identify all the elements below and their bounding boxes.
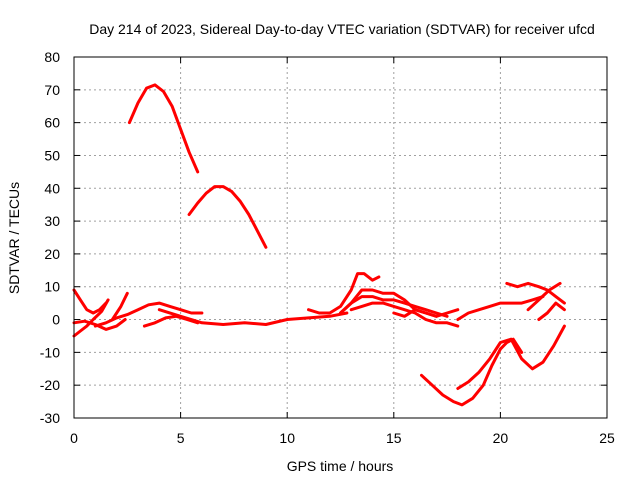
series-late-2 xyxy=(526,281,562,312)
y-tick-label: 60 xyxy=(44,115,60,131)
y-tick-label: 80 xyxy=(44,49,60,65)
x-tick-label: 25 xyxy=(599,430,615,446)
y-tick-label: 30 xyxy=(44,213,60,229)
y-tick-label: 0 xyxy=(52,312,60,328)
series-arc-high xyxy=(127,83,200,174)
chart-title: Day 214 of 2023, Sidereal Day-to-day VTE… xyxy=(89,21,595,37)
x-axis-label: GPS time / hours xyxy=(287,458,394,474)
y-tick-label: -20 xyxy=(40,377,60,393)
x-tick-label: 5 xyxy=(177,430,185,446)
y-axis-label: SDTVAR / TECUs xyxy=(6,182,22,294)
series-afternoon-5 xyxy=(392,308,460,318)
plot-frame xyxy=(73,56,608,419)
y-tick-label: 20 xyxy=(44,246,60,262)
series-early-5 xyxy=(110,291,129,321)
series-afternoon-1 xyxy=(307,272,381,315)
tick-layer: 0 5 10 15 20 25 -30 -20 -10 0 10 20 30 40 50 60 70 80 xyxy=(40,49,615,446)
x-tick-label: 0 xyxy=(70,430,78,446)
x-tick-label: 20 xyxy=(493,430,509,446)
grid-layer xyxy=(74,57,607,418)
series-early-3 xyxy=(72,318,127,331)
series-afternoon-3 xyxy=(339,295,449,318)
y-tick-label: 50 xyxy=(44,147,60,163)
series-midday xyxy=(157,308,349,326)
series-layer xyxy=(72,83,566,407)
series-early-1 xyxy=(72,288,108,315)
series-late-3 xyxy=(537,301,566,321)
y-tick-label: 40 xyxy=(44,180,60,196)
x-tick-label: 10 xyxy=(279,430,295,446)
x-tick-label: 15 xyxy=(386,430,402,446)
y-tick-label: 10 xyxy=(44,279,60,295)
series-evening-rise xyxy=(456,295,545,321)
y-tick-label: -30 xyxy=(40,410,60,426)
series-evening-recover xyxy=(456,324,566,390)
y-tick-label: -10 xyxy=(40,344,60,360)
series-arc-mid xyxy=(187,185,268,249)
series-afternoon-4 xyxy=(349,301,460,328)
series-early-4 xyxy=(93,301,204,328)
series-late-1 xyxy=(505,281,566,305)
series-evening-dip xyxy=(420,337,524,407)
y-tick-label: 70 xyxy=(44,82,60,98)
